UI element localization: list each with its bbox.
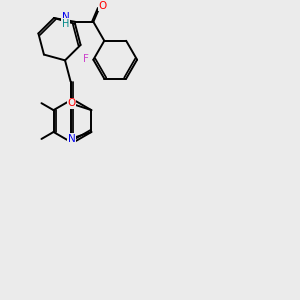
Text: O: O xyxy=(98,1,106,11)
Text: O: O xyxy=(68,98,76,108)
Text: H: H xyxy=(62,19,69,29)
Text: N: N xyxy=(68,134,76,144)
Text: F: F xyxy=(83,54,89,64)
Text: N: N xyxy=(62,12,70,22)
